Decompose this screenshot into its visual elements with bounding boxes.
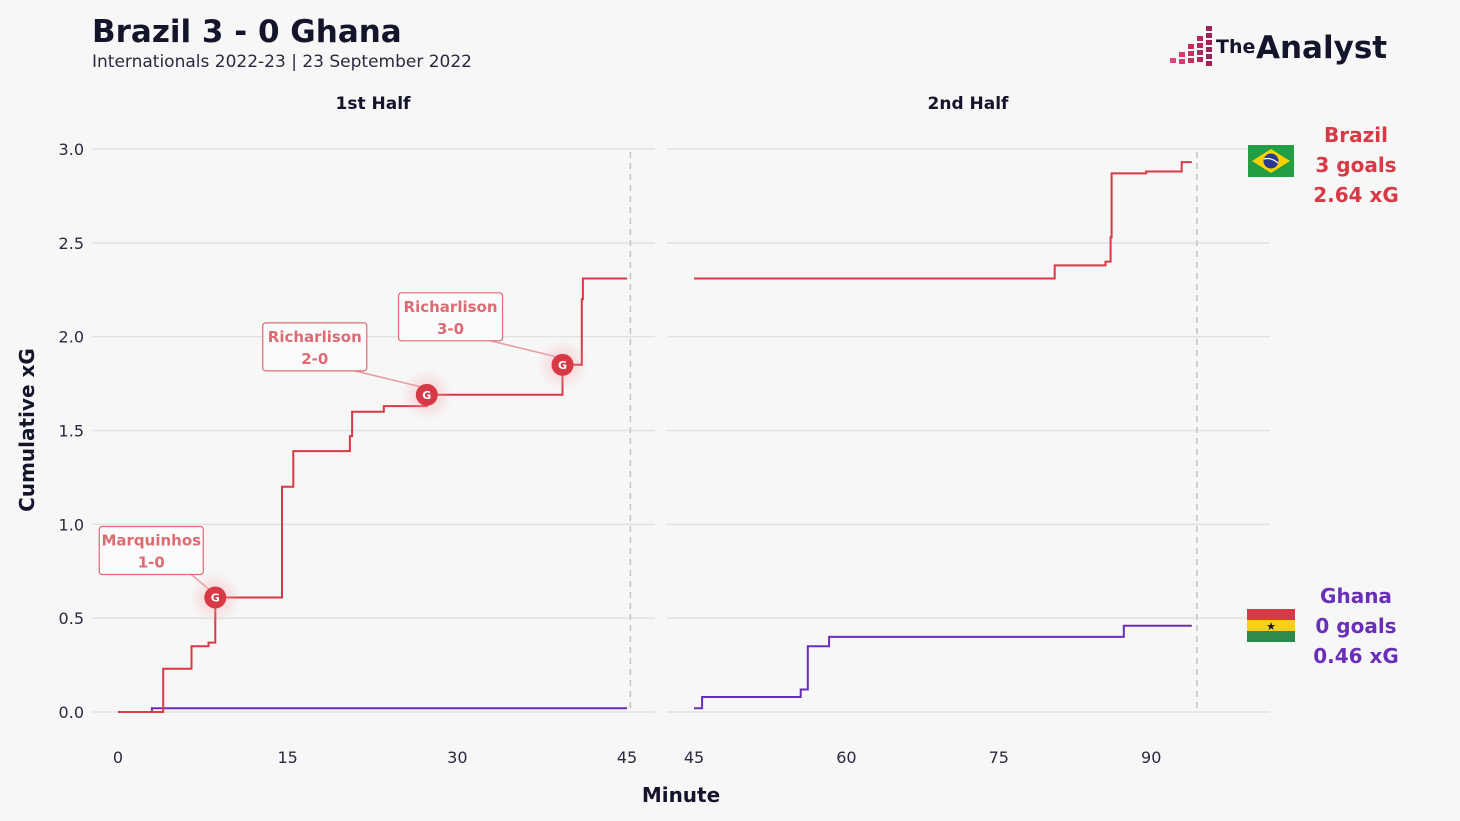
logo-bar-segment — [1188, 51, 1194, 56]
legend-goals: 3 goals — [1315, 153, 1396, 177]
y-tick-label: 0.0 — [59, 703, 84, 722]
x-tick-label: 90 — [1141, 748, 1161, 767]
logo-bar-segment — [1197, 43, 1203, 48]
panel-1: 1st Half 0 15 30 45 G Marquinhos 1-0 G Richarliso… — [98, 94, 637, 767]
goal-scorer: Richarlison — [268, 328, 362, 346]
y-tick-label: 0.5 — [59, 609, 84, 628]
logo-bar-segment — [1206, 47, 1212, 52]
legend-ghana: ★ Ghana 0 goals 0.46 xG — [1247, 584, 1399, 668]
panel-2: 2nd Half 45 60 75 90 — [684, 94, 1198, 767]
logo-bar-segment — [1197, 36, 1203, 41]
logo-bar-segment — [1206, 33, 1212, 38]
logo-bar-segment — [1188, 58, 1194, 63]
flag-red-stripe — [1247, 609, 1295, 620]
x-tick-label: 45 — [617, 748, 637, 767]
legend-team-name: Ghana — [1320, 584, 1392, 608]
y-tick-label: 3.0 — [59, 140, 84, 159]
goal-score: 3-0 — [437, 320, 464, 338]
goal-ball-icon — [204, 586, 227, 609]
goal-marker: G Richarlison 2-0 — [262, 322, 453, 421]
chart-title: Brazil 3 - 0 Ghana — [92, 14, 402, 50]
goal-ball-icon — [415, 383, 438, 406]
x-tick-label: 15 — [277, 748, 297, 767]
chart-panels: 1st Half 0 15 30 45 G Marquinhos 1-0 G Richarliso… — [98, 94, 1198, 767]
xg-line-brazil — [694, 161, 1192, 280]
logo-bar-segment — [1206, 54, 1212, 59]
x-tick-label: 0 — [113, 748, 123, 767]
logo-bar-segment — [1206, 26, 1212, 31]
logo-bar-segment — [1197, 57, 1203, 62]
logo-bar-segment — [1206, 61, 1212, 66]
goal-score: 2-0 — [301, 350, 328, 368]
y-tick-label: 1.5 — [59, 422, 84, 441]
y-axis-label: Cumulative xG — [15, 348, 39, 512]
x-tick-label: 45 — [684, 748, 704, 767]
logo-bar-segment — [1170, 58, 1176, 63]
goal-marker: G Richarlison 3-0 — [397, 292, 589, 391]
grid-lines — [92, 148, 1270, 713]
goal-scorer: Marquinhos — [101, 532, 201, 550]
panel-title: 2nd Half — [928, 94, 1010, 114]
logo-analyst-text: Analyst — [1256, 30, 1387, 66]
logo-the-text: The — [1216, 36, 1255, 58]
goal-marker-letter: G — [211, 592, 220, 605]
legend-xg: 0.46 xG — [1313, 644, 1399, 668]
y-tick-label: 1.0 — [59, 515, 84, 534]
panel-title: 1st Half — [336, 94, 412, 114]
the-analyst-logo: The Analyst — [1170, 26, 1387, 66]
flag-globe — [1263, 153, 1279, 169]
flag-green-stripe — [1247, 631, 1295, 642]
logo-bar-segment — [1197, 50, 1203, 55]
x-tick-label: 30 — [447, 748, 467, 767]
goal-callout-box — [262, 322, 368, 372]
chart-subtitle: Internationals 2022-23 | 23 September 20… — [92, 52, 472, 72]
goal-callout-box — [98, 525, 204, 576]
x-tick-label: 60 — [836, 748, 856, 767]
the-analyst-logo-icon — [1170, 26, 1212, 66]
flag-star-icon: ★ — [1266, 620, 1276, 633]
team-legend: Brazil 3 goals 2.64 xG ★ Ghana 0 goals 0.46 xG — [1247, 123, 1399, 668]
legend-brazil: Brazil 3 goals 2.64 xG — [1248, 123, 1399, 207]
goal-ball-icon — [551, 353, 574, 376]
logo-bar-segment — [1179, 59, 1185, 64]
goal-score: 1-0 — [138, 554, 165, 572]
legend-goals: 0 goals — [1315, 614, 1396, 638]
goal-marker-letter: G — [422, 389, 431, 402]
goal-scorer: Richarlison — [404, 298, 498, 316]
logo-bar-segment — [1188, 44, 1194, 49]
flag-yellow-stripe — [1247, 620, 1295, 631]
logo-bar-segment — [1179, 52, 1185, 57]
goal-marker: G Marquinhos 1-0 — [98, 525, 242, 624]
brazil-flag-icon — [1248, 145, 1294, 177]
flag-band — [1263, 157, 1279, 164]
x-axis-label: Minute — [642, 783, 720, 807]
logo-bar-segment — [1206, 40, 1212, 45]
xg-line-ghana — [694, 624, 1192, 710]
goal-marker-letter: G — [558, 359, 567, 372]
y-axis-ticks: 0.0 0.5 1.0 1.5 2.0 2.5 3.0 — [59, 140, 84, 722]
legend-team-name: Brazil — [1324, 123, 1388, 147]
legend-xg: 2.64 xG — [1313, 183, 1399, 207]
y-tick-label: 2.5 — [59, 234, 84, 253]
x-tick-label: 75 — [989, 748, 1009, 767]
goal-callout-box — [397, 292, 504, 342]
ghana-flag-icon: ★ — [1247, 609, 1295, 642]
y-tick-label: 2.0 — [59, 328, 84, 347]
